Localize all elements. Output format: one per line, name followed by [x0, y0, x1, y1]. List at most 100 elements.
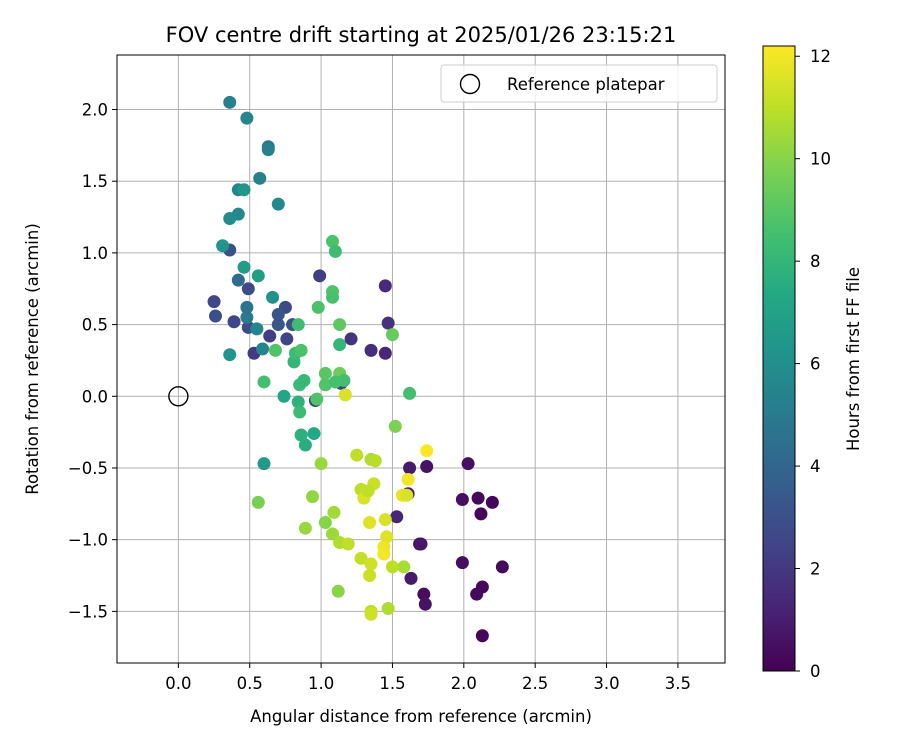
- data-point: [455, 556, 469, 570]
- colorbar-tick-label: 2: [810, 560, 821, 579]
- data-point: [403, 386, 417, 400]
- colorbar-tick-label: 4: [810, 457, 821, 476]
- data-point: [341, 537, 355, 551]
- data-point: [331, 584, 345, 598]
- data-point: [216, 239, 230, 253]
- y-tick-label: −1.5: [68, 602, 108, 621]
- data-point: [291, 395, 305, 409]
- y-tick-label: 2.0: [82, 100, 108, 119]
- data-point: [306, 490, 320, 504]
- legend-label: Reference platepar: [507, 75, 665, 94]
- data-point: [471, 491, 485, 505]
- data-point: [293, 405, 307, 419]
- data-point: [378, 346, 392, 360]
- data-point: [266, 290, 280, 304]
- x-tick-label: 2.5: [522, 674, 548, 693]
- data-point: [328, 375, 342, 389]
- data-point: [380, 530, 394, 544]
- data-point: [326, 290, 340, 304]
- data-point: [294, 343, 308, 357]
- data-point: [364, 557, 378, 571]
- data-point: [227, 315, 241, 329]
- data-point: [223, 348, 237, 362]
- colorbar-tick-label: 12: [810, 47, 831, 66]
- data-point: [354, 551, 368, 565]
- reference-point: [168, 386, 189, 407]
- colorbar-tick-label: 0: [810, 662, 821, 681]
- data-point: [318, 515, 332, 529]
- data-point: [251, 269, 265, 283]
- data-point: [368, 454, 382, 468]
- data-point: [253, 171, 267, 185]
- data-point: [404, 571, 418, 585]
- data-point: [263, 329, 277, 343]
- data-point: [363, 515, 377, 529]
- legend-marker-icon: [459, 73, 481, 95]
- data-point: [388, 419, 402, 433]
- data-point: [240, 300, 254, 314]
- colorbar-label: Hours from first FF file: [844, 267, 863, 451]
- data-point: [378, 279, 392, 293]
- x-tick-label: 1.0: [308, 674, 334, 693]
- data-point: [381, 602, 395, 616]
- x-tick-label: 3.0: [593, 674, 619, 693]
- colorbar-tick-label: 8: [810, 252, 821, 271]
- data-point: [327, 505, 341, 519]
- y-axis-label: Rotation from reference (arcmin): [23, 223, 42, 495]
- data-point: [333, 318, 347, 332]
- data-point: [318, 366, 332, 380]
- data-point: [470, 587, 484, 601]
- x-tick-label: 0.5: [237, 674, 263, 693]
- data-point: [223, 95, 237, 109]
- data-point: [381, 316, 395, 330]
- data-point: [338, 388, 352, 402]
- data-point: [310, 392, 324, 406]
- data-point: [485, 495, 499, 509]
- data-point: [390, 510, 404, 524]
- data-point: [414, 537, 428, 551]
- y-axis-ticks: −1.5 −1.0 −0.5 0.0 0.5 1.0 1.5 2.0: [68, 100, 117, 621]
- chart-title: FOV centre drift starting at 2025/01/26 …: [166, 23, 677, 47]
- data-point: [495, 560, 509, 574]
- data-point: [364, 607, 378, 621]
- data-point: [208, 309, 222, 323]
- plot-frame: [116, 54, 726, 664]
- colorbar-ticks: 0 2 4 6 8 10 12: [795, 47, 831, 681]
- data-point: [401, 472, 415, 486]
- data-point: [363, 569, 377, 583]
- reference-platepar-marker: [168, 386, 189, 407]
- data-point: [257, 375, 271, 389]
- data-point: [241, 282, 255, 296]
- data-point: [271, 318, 285, 332]
- data-point: [475, 629, 489, 643]
- data-point: [420, 460, 434, 474]
- data-point: [318, 378, 332, 392]
- legend: Reference platepar: [440, 64, 718, 103]
- x-tick-label: 0.0: [165, 674, 191, 693]
- data-point: [361, 484, 375, 498]
- data-point: [237, 183, 251, 197]
- y-tick-label: 1.0: [82, 244, 108, 263]
- data-point: [294, 428, 308, 442]
- colorbar: [762, 45, 796, 672]
- x-tick-label: 3.5: [665, 674, 691, 693]
- data-point: [385, 560, 399, 574]
- data-point: [240, 310, 254, 324]
- data-point: [418, 597, 432, 611]
- data-point: [311, 300, 325, 314]
- y-tick-label: 0.5: [82, 316, 108, 335]
- data-point: [237, 260, 251, 274]
- data-point: [280, 332, 294, 346]
- legend-box: [440, 64, 718, 103]
- data-point: [420, 444, 434, 458]
- data-point: [364, 343, 378, 357]
- y-tick-label: 0.0: [82, 387, 108, 406]
- data-point: [333, 338, 347, 352]
- data-point: [326, 234, 340, 248]
- x-tick-label: 2.0: [451, 674, 477, 693]
- data-point: [250, 322, 264, 336]
- data-point: [291, 318, 305, 332]
- x-axis-ticks: 0.0 0.5 1.0 1.5 2.0 2.5 3.0 3.5: [165, 663, 691, 693]
- data-point: [344, 332, 358, 346]
